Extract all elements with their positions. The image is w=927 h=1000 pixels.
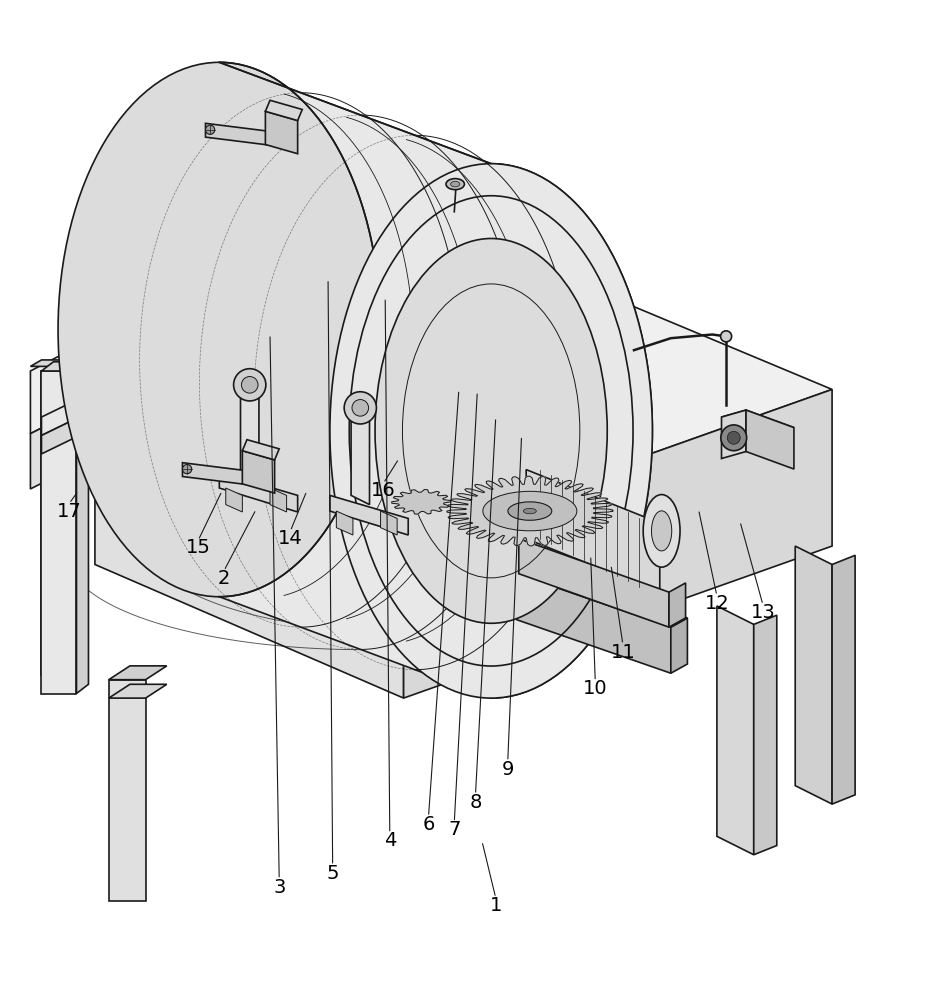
Ellipse shape — [375, 238, 607, 623]
Polygon shape — [527, 470, 660, 592]
Polygon shape — [391, 490, 451, 514]
Polygon shape — [220, 472, 298, 512]
Ellipse shape — [330, 164, 653, 698]
Polygon shape — [403, 389, 832, 698]
Polygon shape — [754, 615, 777, 855]
Polygon shape — [832, 555, 855, 804]
Ellipse shape — [508, 502, 552, 520]
Text: 7: 7 — [448, 820, 461, 839]
Ellipse shape — [451, 181, 460, 187]
Ellipse shape — [58, 62, 381, 597]
Polygon shape — [669, 583, 686, 627]
Polygon shape — [77, 362, 88, 694]
Polygon shape — [330, 495, 408, 535]
Polygon shape — [717, 606, 754, 855]
Polygon shape — [31, 380, 136, 489]
Polygon shape — [517, 565, 688, 627]
Polygon shape — [270, 488, 286, 512]
Polygon shape — [95, 408, 403, 698]
Polygon shape — [183, 463, 256, 486]
Ellipse shape — [728, 431, 741, 444]
Polygon shape — [242, 451, 274, 493]
Text: 16: 16 — [371, 481, 396, 500]
Polygon shape — [42, 385, 146, 454]
Text: 4: 4 — [384, 831, 396, 850]
Polygon shape — [447, 476, 613, 546]
Polygon shape — [220, 62, 653, 698]
Text: 8: 8 — [469, 793, 482, 812]
Ellipse shape — [643, 495, 680, 567]
Polygon shape — [795, 546, 832, 804]
Polygon shape — [351, 412, 370, 505]
Polygon shape — [108, 666, 167, 680]
Text: 1: 1 — [489, 896, 502, 915]
Text: 15: 15 — [185, 538, 210, 557]
Ellipse shape — [352, 400, 369, 416]
Polygon shape — [42, 371, 77, 675]
Polygon shape — [242, 440, 279, 460]
Polygon shape — [337, 511, 353, 535]
Polygon shape — [265, 100, 302, 121]
Text: 10: 10 — [583, 679, 607, 698]
Polygon shape — [31, 316, 136, 434]
Text: 5: 5 — [326, 864, 339, 883]
Ellipse shape — [721, 425, 746, 451]
Polygon shape — [42, 371, 77, 694]
Polygon shape — [31, 360, 87, 366]
Text: 12: 12 — [705, 594, 730, 613]
Text: 11: 11 — [611, 643, 635, 662]
Polygon shape — [42, 366, 146, 435]
Ellipse shape — [241, 377, 258, 393]
Polygon shape — [240, 389, 259, 482]
Ellipse shape — [183, 465, 192, 474]
Ellipse shape — [344, 392, 376, 424]
Ellipse shape — [206, 125, 215, 134]
Ellipse shape — [446, 179, 464, 190]
Polygon shape — [95, 260, 832, 541]
Text: 13: 13 — [751, 603, 775, 622]
Polygon shape — [206, 123, 279, 146]
Ellipse shape — [652, 511, 672, 551]
Polygon shape — [108, 684, 167, 698]
Polygon shape — [746, 410, 794, 469]
Polygon shape — [519, 539, 669, 627]
Text: 14: 14 — [278, 529, 302, 548]
Polygon shape — [42, 362, 88, 371]
Ellipse shape — [483, 491, 577, 531]
Text: 3: 3 — [273, 878, 286, 897]
Ellipse shape — [524, 508, 537, 514]
Polygon shape — [226, 488, 242, 512]
Text: 9: 9 — [502, 760, 514, 779]
Text: 6: 6 — [423, 815, 435, 834]
Polygon shape — [517, 574, 671, 673]
Polygon shape — [721, 410, 746, 459]
Polygon shape — [721, 410, 794, 435]
Polygon shape — [381, 511, 397, 535]
Polygon shape — [265, 111, 298, 154]
Polygon shape — [108, 680, 146, 901]
Polygon shape — [671, 618, 688, 673]
Text: 2: 2 — [218, 569, 230, 588]
Text: 17: 17 — [57, 502, 82, 521]
Ellipse shape — [720, 331, 731, 342]
Ellipse shape — [234, 369, 266, 401]
